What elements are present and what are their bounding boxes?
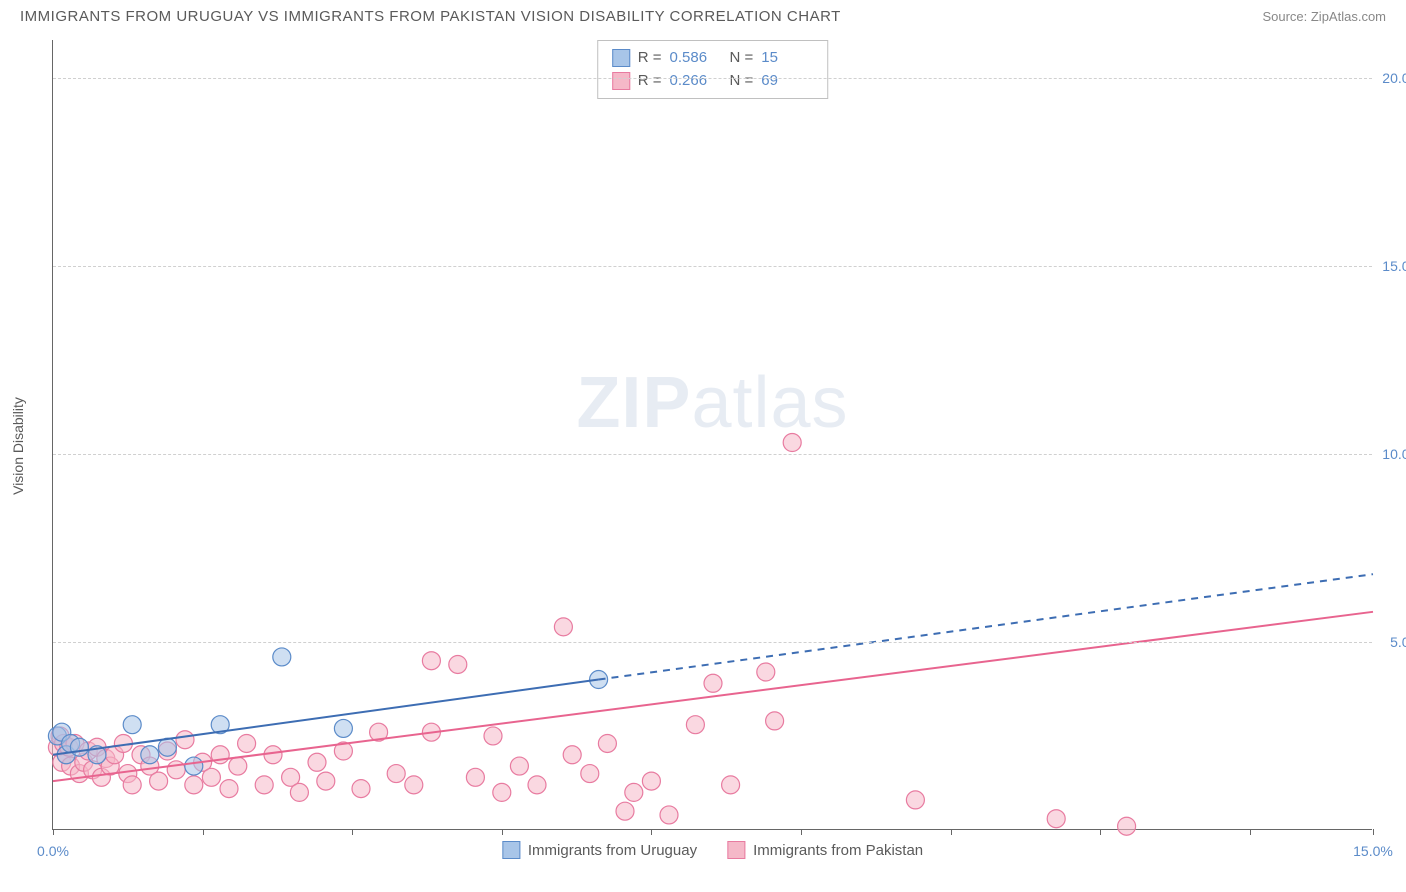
legend-item: Immigrants from Pakistan [727,841,923,859]
x-tick-mark [651,829,652,835]
y-tick-label: 20.0% [1376,70,1406,86]
y-tick-label: 10.0% [1376,446,1406,462]
gridline [53,266,1372,267]
x-tick-label: 0.0% [37,843,69,859]
x-tick-mark [801,829,802,835]
x-tick-mark [1100,829,1101,835]
x-tick-mark [352,829,353,835]
scatter-plot-svg [53,40,1372,829]
x-tick-mark [951,829,952,835]
x-tick-mark [203,829,204,835]
legend-item: Immigrants from Uruguay [502,841,697,859]
x-tick-label: 15.0% [1353,843,1393,859]
x-tick-mark [53,829,54,835]
series-legend: Immigrants from Uruguay Immigrants from P… [502,841,923,859]
series-name: Immigrants from Uruguay [528,842,697,859]
series-name: Immigrants from Pakistan [753,842,923,859]
chart-title: IMMIGRANTS FROM URUGUAY VS IMMIGRANTS FR… [20,8,841,25]
series-swatch [727,841,745,859]
y-tick-label: 5.0% [1376,634,1406,650]
y-axis-label: Vision Disability [10,397,26,495]
chart-plot-area: ZIPatlas R =0.586N =15R =0.266N =69 Immi… [52,40,1372,830]
x-tick-mark [1250,829,1251,835]
series-swatch [502,841,520,859]
gridline [53,642,1372,643]
gridline [53,454,1372,455]
source-attribution: Source: ZipAtlas.com [1262,9,1386,24]
y-tick-label: 15.0% [1376,258,1406,274]
x-tick-mark [1373,829,1374,835]
gridline [53,78,1372,79]
x-tick-mark [502,829,503,835]
